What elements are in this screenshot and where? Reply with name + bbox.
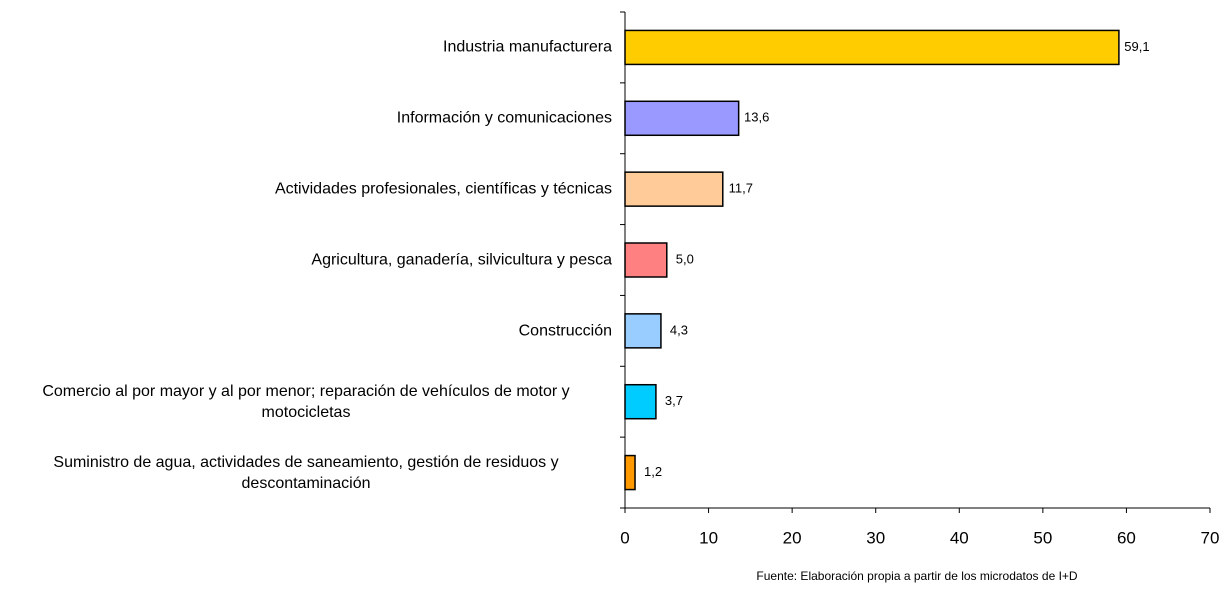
source-note: Fuente: Elaboración propia a partir de l…: [756, 569, 1078, 583]
x-tick-label: 70: [1201, 528, 1220, 547]
value-label: 3,7: [665, 393, 683, 408]
category-label: Comercio al por mayor y al por menor; re…: [0, 381, 612, 423]
value-label: 1,2: [644, 464, 662, 479]
x-tick-label: 10: [699, 528, 718, 547]
category-text: Construcción: [518, 322, 612, 340]
bar: [624, 100, 740, 137]
bar: [624, 383, 657, 420]
value-label: 13,6: [744, 110, 769, 125]
category-text: Comercio al por mayor y al por menor; re…: [42, 382, 570, 421]
bar: [624, 454, 636, 491]
value-label: 11,7: [729, 181, 753, 196]
x-tick-label: 0: [620, 528, 629, 547]
value-label: 5,0: [676, 251, 694, 266]
x-tick-label: 40: [950, 528, 969, 547]
x-tick-label: 30: [866, 528, 885, 547]
x-tick-label: 20: [783, 528, 802, 547]
category-text: Industria manufacturera: [443, 38, 612, 56]
category-label: Información y comunicaciones: [0, 108, 612, 129]
x-tick-label: 60: [1117, 528, 1136, 547]
category-text: Agricultura, ganadería, silvicultura y p…: [311, 251, 612, 269]
bar: [624, 313, 662, 349]
category-label: Actividades profesionales, científicas y…: [0, 179, 612, 200]
value-label: 59,1: [1124, 39, 1149, 54]
value-label: 4,3: [670, 322, 688, 337]
bar: [624, 171, 724, 207]
category-label: Agricultura, ganadería, silvicultura y p…: [0, 250, 612, 271]
bar: [624, 242, 668, 278]
category-text: Actividades profesionales, científicas y…: [274, 180, 612, 198]
bar: [624, 29, 1120, 66]
x-tick-label: 50: [1033, 528, 1052, 547]
category-text: Suministro de agua, actividades de sanea…: [53, 453, 559, 492]
category-label: Suministro de agua, actividades de sanea…: [0, 452, 612, 494]
category-label: Industria manufacturera: [0, 37, 612, 58]
category-text: Información y comunicaciones: [396, 109, 612, 127]
category-label: Construcción: [0, 320, 612, 341]
